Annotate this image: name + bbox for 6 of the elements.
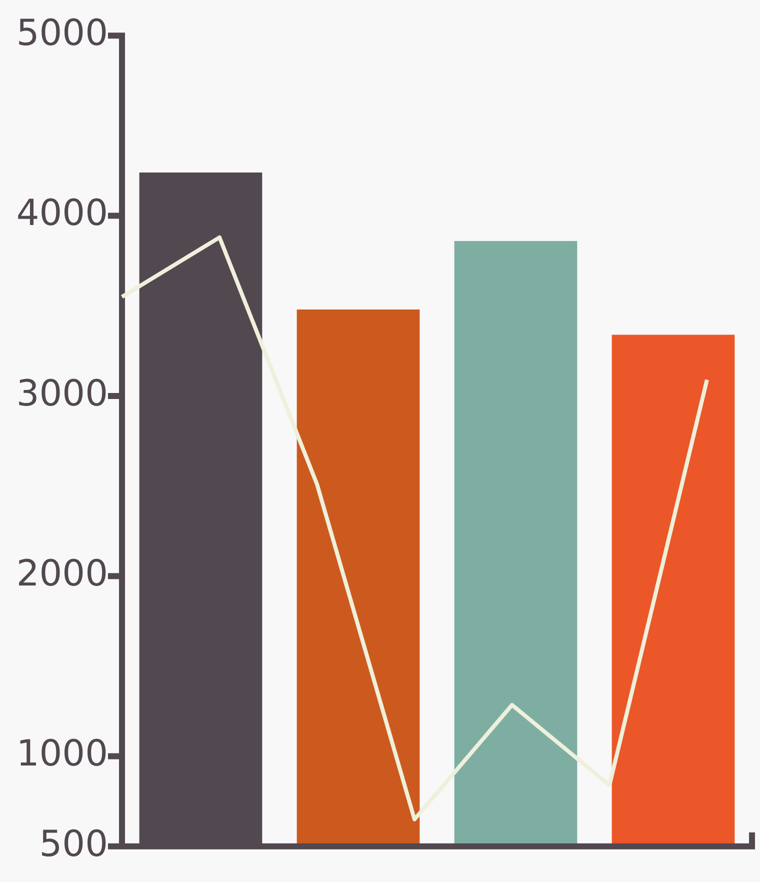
y-tick-label: 2000	[16, 553, 108, 594]
y-tick-label: 5000	[16, 12, 108, 54]
y-tick-label: 3000	[16, 373, 108, 414]
y-tick-label: 500	[39, 824, 108, 865]
y-tick-label: 1000	[16, 734, 108, 775]
y-tick-label: 4000	[16, 193, 108, 234]
